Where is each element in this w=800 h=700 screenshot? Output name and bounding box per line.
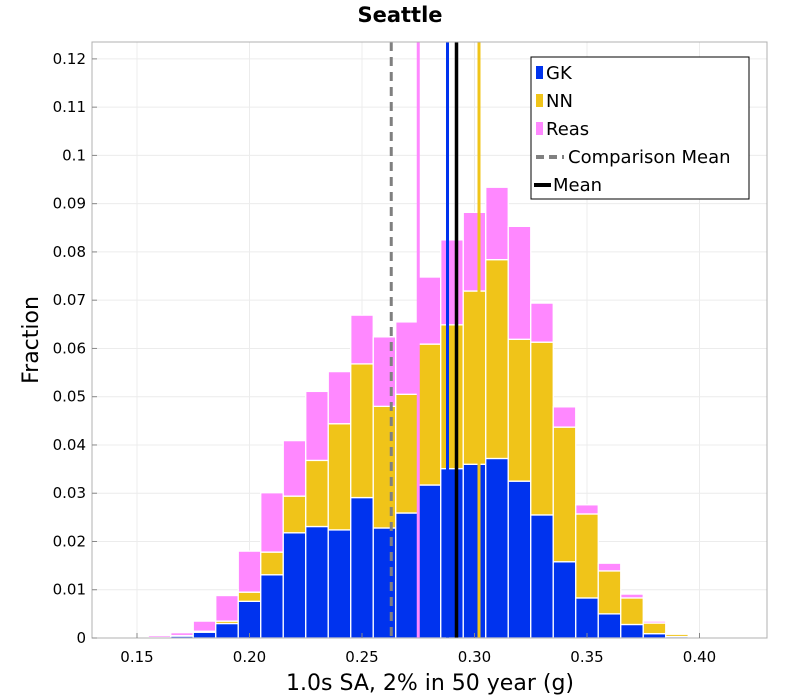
bar-reas <box>575 504 599 515</box>
bar-gk <box>192 631 217 639</box>
bar-nn <box>350 363 374 499</box>
legend-label-gk: GK <box>546 63 573 84</box>
x-tick-label: 0.30 <box>458 648 491 666</box>
y-tick-label: 0.02 <box>53 532 86 550</box>
bar-gk <box>350 496 374 639</box>
bar-nn <box>282 495 307 534</box>
bar-reas <box>507 225 532 340</box>
y-tick-label: 0.05 <box>53 388 86 406</box>
bar-gk <box>395 512 419 639</box>
y-tick-label: 0.04 <box>53 436 86 454</box>
legend-swatch-gk <box>536 66 543 79</box>
y-tick-label: 0.07 <box>53 291 86 309</box>
bar-nn <box>507 338 532 482</box>
bar-gk <box>440 467 464 639</box>
bar-reas <box>147 634 172 639</box>
bar-gk <box>327 529 352 639</box>
bar-nn <box>417 343 442 486</box>
bar-gk <box>575 597 599 639</box>
y-tick-label: 0.1 <box>62 146 86 164</box>
bar-reas <box>395 321 419 395</box>
bar-gk <box>462 463 487 639</box>
bar-nn <box>620 597 644 626</box>
y-tick-label: 0.08 <box>53 243 86 261</box>
bar-nn <box>440 324 464 470</box>
bar-gk <box>237 600 262 639</box>
y-tick-label: 0.11 <box>53 98 86 116</box>
bar-nn <box>260 551 284 576</box>
y-tick-label: 0.12 <box>53 50 86 68</box>
bar-reas <box>305 390 329 462</box>
legend-label-comparison-mean: Comparison Mean <box>568 147 731 168</box>
x-tick-label: 0.15 <box>120 648 153 666</box>
y-tick-label: 0.09 <box>53 195 86 213</box>
x-tick-label: 0.35 <box>570 648 603 666</box>
mean-lines <box>389 42 481 638</box>
bar-reas <box>485 186 509 261</box>
bar-nn <box>462 290 487 465</box>
bar-reas <box>282 439 307 497</box>
bar-nn <box>305 459 329 528</box>
bar-reas <box>260 492 284 553</box>
x-axis-label: 1.0s SA, 2% in 50 year (g) <box>286 671 574 696</box>
bar-reas <box>552 406 577 428</box>
bar-nn <box>642 622 667 635</box>
bar-nn <box>530 341 554 516</box>
y-tick-label: 0.01 <box>53 581 86 599</box>
bar-gk <box>597 613 622 639</box>
bar-gk <box>215 622 239 639</box>
bar-nn <box>237 591 262 602</box>
bar-gk <box>507 480 532 639</box>
legend-box <box>530 56 750 200</box>
legend-label-nn: NN <box>546 91 573 112</box>
bar-gk <box>417 484 442 639</box>
x-tick-label: 0.40 <box>683 648 716 666</box>
legend-label-reas: Reas <box>546 119 589 140</box>
bar-reas <box>192 620 217 632</box>
x-tick-label: 0.25 <box>345 648 378 666</box>
bar-nn <box>597 570 622 615</box>
bar-gk <box>282 532 307 639</box>
bar-reas <box>440 239 464 326</box>
bar-nn <box>327 423 352 531</box>
bar-nn <box>485 258 509 460</box>
bar-reas <box>620 593 644 599</box>
bar-gk <box>305 525 329 639</box>
bar-reas <box>237 550 262 593</box>
legend-swatch-nn <box>536 94 543 107</box>
bar-reas <box>350 314 374 365</box>
bar-reas <box>170 632 194 637</box>
bar-nn <box>552 426 577 563</box>
plot-border <box>91 41 768 639</box>
bar-gk <box>620 623 644 639</box>
bar-gk <box>642 633 667 639</box>
legend: GK NN Reas Comparison Mean Mean <box>530 56 750 200</box>
y-tick-label: 0 <box>76 629 86 647</box>
bar-gk <box>530 514 554 639</box>
bar-reas <box>597 562 622 572</box>
bar-nn <box>575 513 599 599</box>
bars <box>125 186 734 639</box>
bar-gk <box>552 561 577 639</box>
bar-gk <box>260 574 284 639</box>
bar-reas <box>327 370 352 425</box>
legend-swatch-reas <box>536 122 543 135</box>
bar-reas <box>215 594 239 622</box>
bar-gk <box>485 457 509 639</box>
chart-title: Seattle <box>357 3 442 27</box>
y-axis-ticks: 0 0.01 0.02 0.03 0.04 0.05 0.06 0.07 0.08 0.09 0.1… <box>53 50 97 647</box>
bar-reas <box>665 632 689 635</box>
x-tick-label: 0.20 <box>233 648 266 666</box>
bar-reas <box>417 276 442 345</box>
legend-label-mean: Mean <box>553 175 602 196</box>
y-axis-label: Fraction <box>19 296 44 384</box>
y-tick-label: 0.06 <box>53 339 86 357</box>
bar-reas <box>462 211 487 292</box>
y-tick-label: 0.03 <box>53 484 86 502</box>
bar-reas <box>642 620 667 624</box>
bar-nn <box>395 393 419 514</box>
x-axis-ticks: 0.15 0.20 0.25 0.30 0.35 0.40 <box>120 633 716 666</box>
bar-reas <box>530 302 554 343</box>
